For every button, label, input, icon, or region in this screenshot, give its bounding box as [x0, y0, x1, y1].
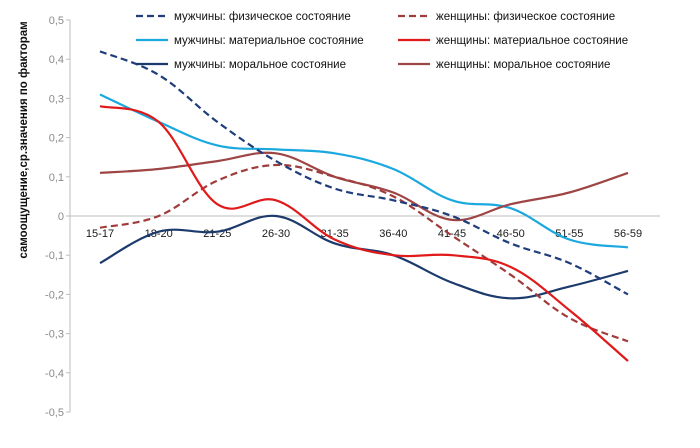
- legend-entry: мужчины: физическое состояние: [136, 11, 351, 23]
- legend-entry: женщины: материальное состояние: [398, 35, 628, 47]
- legend-label: женщины: материальное состояние: [436, 35, 628, 47]
- x-tick-label: 36-40: [379, 228, 407, 240]
- y-tick-label: -0,4: [45, 368, 64, 380]
- series-line: [99, 93, 629, 249]
- legend-label: мужчины: физическое состояние: [174, 11, 351, 23]
- x-tick-label: 26-30: [262, 228, 290, 240]
- y-tick-label: -0,5: [45, 407, 64, 419]
- legend: мужчины: физическое состояние мужчины: ма…: [136, 11, 628, 71]
- series-line: [99, 50, 629, 296]
- y-tick-label: -0,3: [45, 329, 64, 341]
- x-tick-label: 31-35: [321, 228, 349, 240]
- series-layer: [99, 50, 629, 362]
- y-tick-label: -0,1: [45, 250, 64, 262]
- x-tick-label: 41-45: [438, 228, 466, 240]
- y-tick-label: 0: [58, 211, 64, 223]
- y-tick-label: 0,5: [49, 15, 64, 27]
- y-tick-label: 0,2: [49, 133, 64, 145]
- y-axis-label: самоощущение,ср.значения по факторам: [18, 21, 30, 258]
- legend-label: женщины: физическое состояние: [436, 11, 615, 23]
- series-line: [99, 105, 629, 362]
- x-tick-label: 51-55: [555, 228, 583, 240]
- legend-entry: женщины: моральное состояние: [398, 59, 610, 71]
- x-tick-label: 46-50: [497, 228, 525, 240]
- series-line: [99, 151, 629, 222]
- y-axis-title: самоощущение,ср.значения по факторам: [18, 21, 30, 258]
- x-tick-label: 56-59: [614, 228, 642, 240]
- y-tick-label: 0,3: [49, 93, 64, 105]
- y-tick-label: 0,4: [49, 54, 64, 66]
- axes: 0,5 0,4 0,3 0,2 0,1 0 -0,1 -0,2 -0,3 -0,4 -0,5 15-1…: [45, 15, 660, 419]
- legend-label: мужчины: моральное состояние: [174, 59, 346, 71]
- legend-entry: женщины: физическое состояние: [398, 11, 615, 23]
- legend-label: женщины: моральное состояние: [436, 59, 610, 71]
- x-tick-label: 15-17: [86, 228, 114, 240]
- series-line: [99, 163, 629, 343]
- legend-entry: мужчины: материальное состояние: [136, 35, 364, 47]
- legend-entry: мужчины: моральное состояние: [136, 59, 346, 71]
- legend-label: мужчины: материальное состояние: [174, 35, 364, 47]
- y-tick-label: 0,1: [49, 172, 64, 184]
- y-tick-label: -0,2: [45, 289, 64, 301]
